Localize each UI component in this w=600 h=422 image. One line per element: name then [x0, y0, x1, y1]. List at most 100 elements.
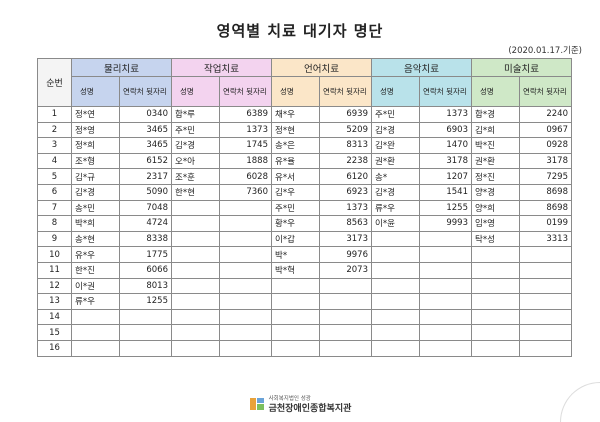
- seq-header: 순번: [37, 58, 72, 107]
- client-name-cell: [371, 293, 420, 310]
- client-name-cell: 이*갑: [271, 230, 320, 248]
- phone-last-digits-cell: 6152: [119, 152, 172, 170]
- client-name-cell: 김*우: [271, 183, 320, 201]
- client-name-cell: [371, 308, 420, 326]
- phone-last-digits-cell: [219, 324, 272, 341]
- row-number: 14: [37, 308, 72, 326]
- client-name-cell: 김*경: [371, 183, 420, 201]
- client-name-cell: [171, 215, 220, 232]
- phone-last-digits-cell: 6028: [219, 168, 272, 185]
- phone-last-digits-cell: 9993: [419, 215, 472, 232]
- phone-last-digits-cell: 8013: [119, 277, 172, 295]
- client-name-cell: 송*민: [71, 199, 120, 217]
- client-name-cell: [371, 339, 420, 357]
- as-of-date: (2020.01.17.기준): [508, 46, 582, 56]
- phone-last-digits-cell: 1745: [219, 137, 272, 154]
- phone-last-digits-cell: [119, 324, 172, 341]
- client-name-cell: 박*진: [471, 137, 520, 154]
- client-name-cell: [271, 308, 320, 326]
- phone-last-digits-cell: 3178: [519, 152, 572, 170]
- row-number: 5: [37, 168, 72, 185]
- row-number: 2: [37, 121, 72, 139]
- client-name-cell: 김*규: [71, 168, 120, 185]
- phone-last-digits-cell: [219, 293, 272, 310]
- organization-text: 사회복지법인 성광 금천장애인종합복지관: [269, 394, 352, 414]
- phone-last-digits-cell: 4724: [119, 215, 172, 232]
- row-number: 15: [37, 324, 72, 341]
- organization-subtitle: 사회복지법인 성광: [268, 396, 311, 402]
- phone-last-digits-cell: 8313: [319, 137, 372, 154]
- table-row: 1 정*연 0340 함*루 6389 채*우 6939 주*민 1373 함*경 2240: [37, 106, 572, 123]
- phone-last-digits-cell: [519, 261, 572, 279]
- phone-last-digits-cell: [519, 277, 572, 295]
- client-name-cell: [471, 261, 520, 279]
- phone-last-digits-cell: [219, 215, 272, 232]
- client-name-cell: 조*형: [71, 152, 120, 170]
- phone-last-digits-cell: [219, 339, 272, 357]
- client-name-cell: 주*민: [171, 121, 220, 139]
- client-name-cell: [371, 261, 420, 279]
- client-name-cell: [371, 324, 420, 341]
- client-name-cell: 황*우: [271, 215, 320, 232]
- phone-last-digits-cell: [419, 293, 472, 310]
- client-name-cell: 유*서: [271, 168, 320, 185]
- client-name-cell: [171, 199, 220, 217]
- client-name-cell: [471, 339, 520, 357]
- client-name-cell: 유*우: [71, 246, 120, 263]
- phone-last-digits-cell: [119, 308, 172, 326]
- organization-logo-icon: [249, 396, 265, 412]
- client-name-cell: [471, 308, 520, 326]
- phone-last-digits-cell: [419, 277, 472, 295]
- phone-last-digits-cell: 2238: [319, 152, 372, 170]
- row-number: 10: [37, 246, 72, 263]
- table-row: 10 유*우 1775 박* 9976: [37, 246, 572, 263]
- row-number: 6: [37, 183, 72, 201]
- client-name-cell: [471, 293, 520, 310]
- phone-last-digits-cell: 8698: [519, 199, 572, 217]
- phone-last-digits-cell: [419, 339, 472, 357]
- client-name-cell: [171, 308, 220, 326]
- client-name-cell: [171, 261, 220, 279]
- table-row: 15: [37, 324, 572, 341]
- client-name-cell: 류*우: [371, 199, 420, 217]
- client-name-cell: 류*우: [71, 293, 120, 310]
- phone-last-digits-cell: [419, 324, 472, 341]
- phone-last-digits-cell: [519, 246, 572, 263]
- phone-last-digits-cell: 2073: [319, 261, 372, 279]
- client-name-cell: 정*진: [471, 168, 520, 185]
- phone-last-digits-cell: 7295: [519, 168, 572, 185]
- phone-last-digits-cell: [519, 324, 572, 341]
- row-number: 12: [37, 277, 72, 295]
- client-name-cell: [71, 324, 120, 341]
- phone-last-digits-cell: 6389: [219, 106, 272, 123]
- client-name-cell: [171, 246, 220, 263]
- table-row: 13 류*우 1255: [37, 293, 572, 310]
- phone-last-digits-cell: [219, 246, 272, 263]
- phone-last-digits-cell: 3465: [119, 121, 172, 139]
- organization-name: 금천장애인종합복지관: [268, 404, 352, 414]
- phone-last-digits-cell: [219, 230, 272, 248]
- client-name-cell: 김*경: [371, 121, 420, 139]
- phone-last-digits-cell: [119, 339, 172, 357]
- phone-header: 연락처 뒷자리: [319, 76, 372, 107]
- phone-last-digits-cell: 6066: [119, 261, 172, 279]
- group-header-occupational: 작업치료: [171, 58, 272, 77]
- client-name-cell: 양*경: [471, 183, 520, 201]
- phone-last-digits-cell: 1373: [219, 121, 272, 139]
- table-row: 5 김*규 2317 조*훈 6028 유*서 6120 송* 1207 정*진 7295: [37, 168, 572, 185]
- phone-last-digits-cell: 6923: [319, 183, 372, 201]
- phone-last-digits-cell: 1255: [119, 293, 172, 310]
- table-row: 14: [37, 308, 572, 326]
- page-title: 영역별 치료 대기자 명단: [216, 22, 384, 40]
- table-row: 11 한*진 6066 박*혁 2073: [37, 261, 572, 279]
- phone-last-digits-cell: [419, 230, 472, 248]
- client-name-cell: 오*아: [171, 152, 220, 170]
- phone-last-digits-cell: 2240: [519, 106, 572, 123]
- row-number: 9: [37, 230, 72, 248]
- phone-last-digits-cell: [319, 308, 372, 326]
- phone-last-digits-cell: 8698: [519, 183, 572, 201]
- client-name-cell: [171, 339, 220, 357]
- phone-last-digits-cell: 8563: [319, 215, 372, 232]
- phone-last-digits-cell: 1541: [419, 183, 472, 201]
- client-name-cell: 주*민: [271, 199, 320, 217]
